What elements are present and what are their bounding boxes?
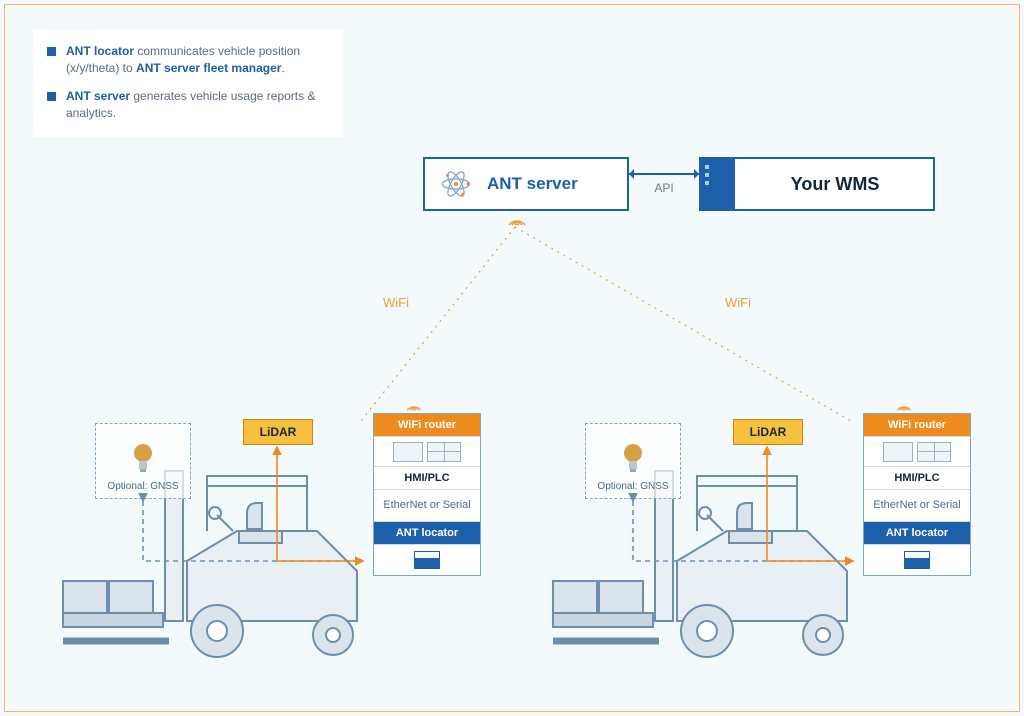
ant-server-box: ANT server — [423, 157, 629, 211]
ant-locator-label: ANT locator — [374, 522, 480, 545]
gnss-label: Optional: GNSS — [107, 481, 178, 492]
lidar-box: LiDAR — [243, 419, 313, 445]
legend-text-2: ANT server generates vehicle usage repor… — [66, 88, 325, 123]
legend-bold: ANT locator — [66, 44, 134, 58]
legend-bold2: ANT server fleet manager — [136, 61, 281, 75]
diagram-frame: ANT locator communicates vehicle positio… — [4, 4, 1020, 712]
gnss-box: Optional: GNSS — [95, 423, 191, 499]
top-row: ANT server API Your WMS — [423, 157, 935, 211]
hmi-plc-label: HMI/PLC — [864, 467, 970, 490]
gnss-box: Optional: GNSS — [585, 423, 681, 499]
atom-icon — [439, 167, 473, 201]
double-arrow-icon — [629, 173, 699, 175]
legend-tail: . — [281, 61, 284, 75]
hmi-graphic — [374, 437, 480, 467]
hmi-graphic — [864, 437, 970, 467]
gnss-bulb-icon — [620, 441, 646, 475]
legend-text-1: ANT locator communicates vehicle positio… — [66, 43, 325, 78]
ethernet-label: EtherNet or Serial — [374, 490, 480, 522]
api-label: API — [654, 181, 673, 195]
wifi-label-right: WiFi — [725, 295, 751, 310]
component-stack: WiFi router HMI/PLC EtherNet or Serial A… — [373, 413, 481, 576]
hmi-plc-label: HMI/PLC — [374, 467, 480, 490]
bullet-icon — [47, 92, 56, 101]
ethernet-label: EtherNet or Serial — [864, 490, 970, 522]
legend-item-2: ANT server generates vehicle usage repor… — [47, 88, 325, 123]
api-arrow: API — [629, 173, 699, 195]
wifi-router-label: WiFi router — [374, 414, 480, 437]
gnss-bulb-icon — [130, 441, 156, 475]
gnss-label: Optional: GNSS — [597, 481, 668, 492]
vehicle-unit-right: Optional: GNSS LiDAR WiFi router HMI/PLC… — [575, 401, 965, 661]
ant-locator-graphic — [374, 545, 480, 575]
wms-label: Your WMS — [737, 159, 933, 209]
wifi-router-label: WiFi router — [864, 414, 970, 437]
server-rack-icon — [701, 159, 737, 209]
vehicle-unit-left: Optional: GNSS LiDAR WiFi router HMI/PLC… — [85, 401, 475, 661]
component-stack: WiFi router HMI/PLC EtherNet or Serial A… — [863, 413, 971, 576]
legend-box: ANT locator communicates vehicle positio… — [33, 29, 343, 137]
lidar-box: LiDAR — [733, 419, 803, 445]
ant-locator-label: ANT locator — [864, 522, 970, 545]
legend-bold: ANT server — [66, 89, 130, 103]
server-label: ANT server — [487, 174, 578, 194]
legend-item-1: ANT locator communicates vehicle positio… — [47, 43, 325, 78]
wifi-label-left: WiFi — [383, 295, 409, 310]
wms-box: Your WMS — [699, 157, 935, 211]
bullet-icon — [47, 47, 56, 56]
ant-locator-graphic — [864, 545, 970, 575]
wifi-arc-icon — [507, 213, 527, 230]
